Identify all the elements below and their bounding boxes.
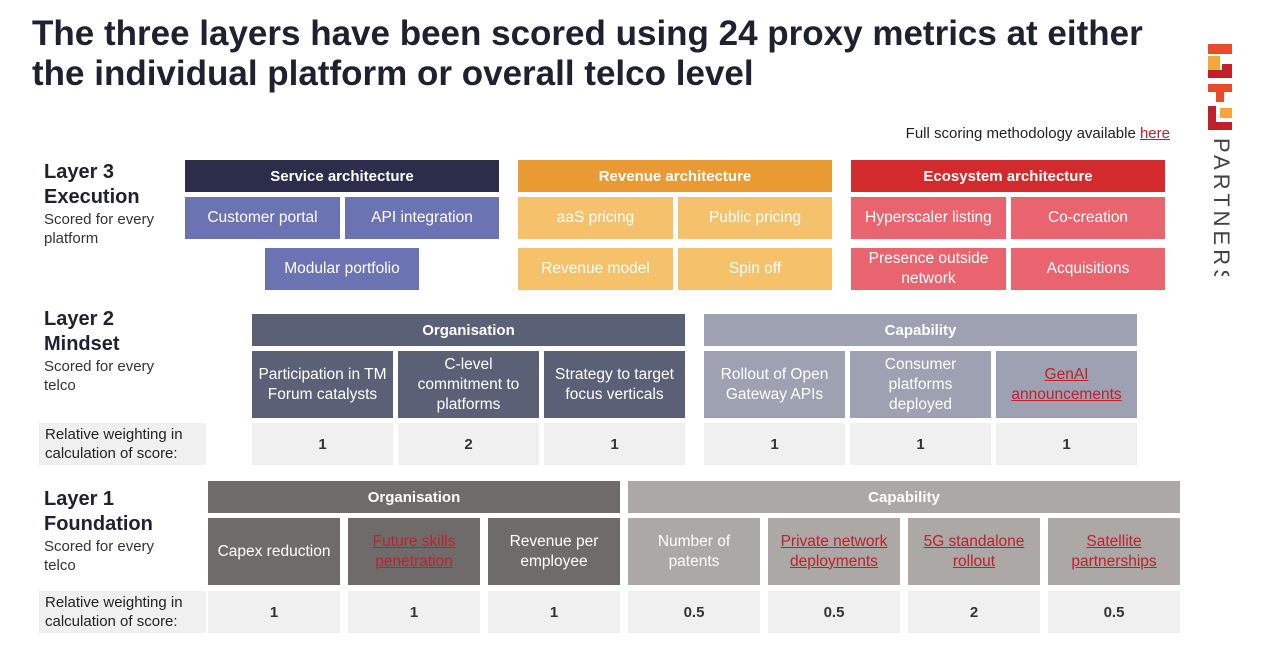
logo-partners-text: PARTNERS bbox=[1209, 138, 1234, 276]
layer1-sub-1: Scored for every bbox=[44, 538, 155, 555]
weight-label-line1: Relative weighting in bbox=[45, 594, 183, 611]
layer2-weight-label: Relative weighting in calculation of sco… bbox=[39, 423, 206, 465]
layer1-sub-2: telco bbox=[44, 557, 76, 574]
satellite-link[interactable]: Satellite partnerships bbox=[1071, 532, 1157, 570]
metric-co-creation: Co-creation bbox=[1011, 197, 1165, 239]
weight-cell: 2 bbox=[908, 591, 1040, 633]
metric-presence-outside-network: Presence outside network bbox=[851, 248, 1006, 290]
weight-cell: 1 bbox=[850, 423, 991, 465]
weight-cell: 1 bbox=[996, 423, 1137, 465]
genai-link[interactable]: GenAI announcements bbox=[1011, 365, 1122, 403]
layer2-sub-2: telco bbox=[44, 377, 76, 394]
layer1-weight-label: Relative weighting in calculation of sco… bbox=[39, 591, 206, 633]
metric-capex-reduction: Capex reduction bbox=[208, 518, 340, 585]
weight-cell: 0.5 bbox=[768, 591, 900, 633]
layer3-label: Layer 3 Execution Scored for every platf… bbox=[44, 160, 194, 248]
metric-satellite-partnerships: Satellite partnerships bbox=[1048, 518, 1180, 585]
metric-open-gateway-apis: Rollout of Open Gateway APIs bbox=[704, 351, 845, 418]
layer1-organisation-header: Organisation bbox=[208, 481, 620, 513]
weight-cell: 1 bbox=[488, 591, 620, 633]
future-skills-link[interactable]: Future skills penetration bbox=[372, 532, 456, 570]
layer1-capability-header: Capability bbox=[628, 481, 1180, 513]
weight-cell: 2 bbox=[398, 423, 539, 465]
layer2-name: Mindset bbox=[44, 333, 120, 355]
layer2-organisation-header: Organisation bbox=[252, 314, 685, 346]
layer1-label: Layer 1 Foundation Scored for every telc… bbox=[44, 487, 194, 575]
metric-modular-portfolio: Modular portfolio bbox=[265, 248, 419, 290]
layer3-sub-2: platform bbox=[44, 230, 99, 247]
metric-future-skills: Future skills penetration bbox=[348, 518, 480, 585]
layer3-sub-1: Scored for every bbox=[44, 211, 155, 228]
metric-acquisitions: Acquisitions bbox=[1011, 248, 1165, 290]
methodology-link[interactable]: here bbox=[1139, 125, 1170, 142]
ecosystem-architecture-header: Ecosystem architecture bbox=[851, 160, 1165, 192]
layer2-title: Layer 2 bbox=[44, 308, 115, 330]
layer3-title: Layer 3 bbox=[44, 161, 115, 183]
metric-revenue-model: Revenue model bbox=[518, 248, 673, 290]
metric-tm-forum-catalysts: Participation in TM Forum catalysts bbox=[252, 351, 393, 418]
layer2-sub-1: Scored for every bbox=[44, 358, 155, 375]
metric-public-pricing: Public pricing bbox=[678, 197, 832, 239]
layer3-name: Execution bbox=[44, 186, 140, 208]
metric-customer-portal: Customer portal bbox=[185, 197, 340, 239]
metric-c-level-commitment: C-level commitment to platforms bbox=[398, 351, 539, 418]
metric-revenue-per-employee: Revenue per employee bbox=[488, 518, 620, 585]
weight-cell: 1 bbox=[252, 423, 393, 465]
layer1-title: Layer 1 bbox=[44, 488, 115, 510]
page-title: The three layers have been scored using … bbox=[32, 14, 1143, 93]
service-architecture-header: Service architecture bbox=[185, 160, 499, 192]
weight-cell: 1 bbox=[208, 591, 340, 633]
weight-cell: 1 bbox=[348, 591, 480, 633]
revenue-architecture-header: Revenue architecture bbox=[518, 160, 832, 192]
metric-genai-announcements: GenAI announcements bbox=[996, 351, 1137, 418]
metric-number-of-patents: Number of patents bbox=[628, 518, 760, 585]
weight-cell: 0.5 bbox=[628, 591, 760, 633]
weight-label-line2: calculation of score: bbox=[45, 613, 178, 630]
layer1-name: Foundation bbox=[44, 513, 153, 535]
private-network-link[interactable]: Private network deployments bbox=[780, 532, 888, 570]
methodology-note: Full scoring methodology available here bbox=[860, 125, 1170, 142]
weight-cell: 1 bbox=[544, 423, 685, 465]
weight-cell: 1 bbox=[704, 423, 845, 465]
weight-label-line2: calculation of score: bbox=[45, 445, 178, 462]
metric-api-integration: API integration bbox=[345, 197, 499, 239]
weight-label-line1: Relative weighting in bbox=[45, 426, 183, 443]
metric-spin-off: Spin off bbox=[678, 248, 832, 290]
stl-partners-logo: PARTNERS bbox=[1198, 36, 1258, 288]
weight-cell: 0.5 bbox=[1048, 591, 1180, 633]
metric-5g-standalone: 5G standalone rollout bbox=[908, 518, 1040, 585]
metric-strategy-verticals: Strategy to target focus verticals bbox=[544, 351, 685, 418]
metric-private-network: Private network deployments bbox=[768, 518, 900, 585]
5g-standalone-link[interactable]: 5G standalone rollout bbox=[923, 532, 1025, 570]
methodology-text: Full scoring methodology available bbox=[905, 125, 1140, 142]
layer2-label: Layer 2 Mindset Scored for every telco bbox=[44, 307, 194, 395]
metric-hyperscaler-listing: Hyperscaler listing bbox=[851, 197, 1006, 239]
metric-aas-pricing: aaS pricing bbox=[518, 197, 673, 239]
metric-consumer-platforms: Consumer platforms deployed bbox=[850, 351, 991, 418]
layer2-capability-header: Capability bbox=[704, 314, 1137, 346]
